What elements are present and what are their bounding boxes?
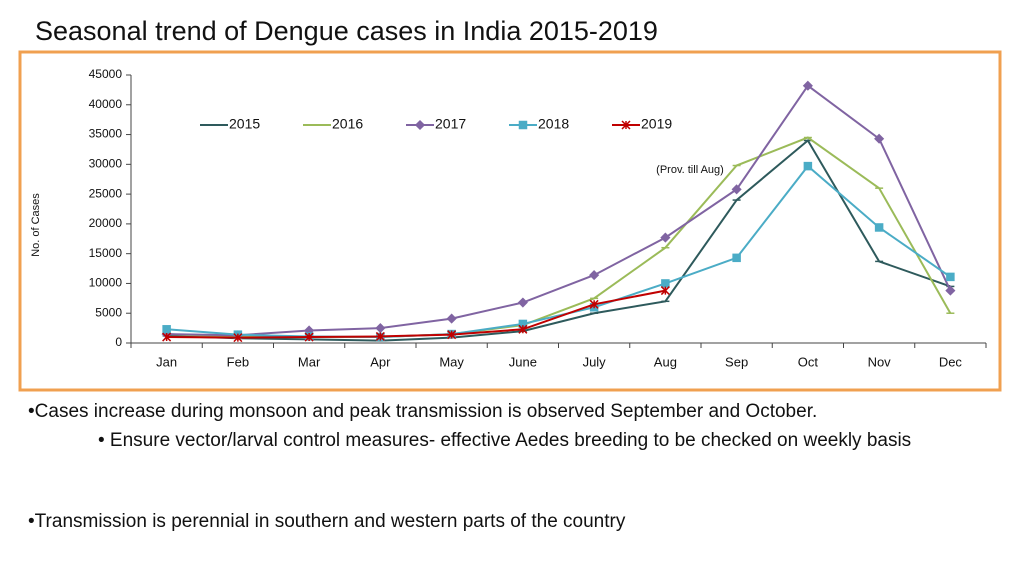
x-tick-label: Jan <box>156 354 177 369</box>
marker <box>874 133 885 144</box>
legend-label: 2019 <box>641 116 672 132</box>
marker <box>589 299 599 309</box>
y-tick-label: 5000 <box>95 305 122 319</box>
y-tick-label: 10000 <box>89 276 123 290</box>
y-tick-label: 20000 <box>89 216 123 230</box>
y-tick-label: 30000 <box>89 157 123 171</box>
x-tick-label: Mar <box>298 354 321 369</box>
y-tick-label: 40000 <box>89 97 123 111</box>
bullet: •Cases increase during monsoon and peak … <box>28 401 818 422</box>
x-tick-label: Apr <box>370 354 391 369</box>
marker <box>660 232 671 243</box>
marker <box>946 272 955 282</box>
x-tick-label: Dec <box>939 354 963 369</box>
marker <box>732 253 741 263</box>
x-tick-label: July <box>583 354 607 369</box>
marker <box>304 332 314 342</box>
y-tick-label: 15000 <box>89 246 123 260</box>
legend-label: 2015 <box>229 116 260 132</box>
x-tick-label: May <box>439 354 464 369</box>
x-tick-label: Nov <box>868 354 892 369</box>
chart: Seasonal trend of Dengue cases in India … <box>18 16 1002 392</box>
chart-title: Seasonal trend of Dengue cases in India … <box>35 16 658 46</box>
y-tick-label: 45000 <box>89 67 123 81</box>
marker <box>589 270 600 281</box>
marker <box>446 313 457 324</box>
y-tick-label: 0 <box>115 335 122 349</box>
x-tick-label: Sep <box>725 354 748 369</box>
marker <box>233 333 243 343</box>
marker <box>945 285 956 296</box>
marker <box>447 330 457 340</box>
legend-label: 2018 <box>538 116 569 132</box>
series-line <box>166 289 666 339</box>
marker <box>621 120 631 130</box>
series-line <box>166 136 952 339</box>
marker <box>661 279 670 288</box>
chart-frame <box>18 50 1002 392</box>
bullet: •Transmission is perennial in southern a… <box>28 511 626 532</box>
marker <box>375 323 386 334</box>
legend-label: 2016 <box>332 116 363 132</box>
legend-label: 2017 <box>435 116 466 132</box>
series-line <box>166 138 951 342</box>
marker <box>162 332 172 342</box>
marker <box>518 324 528 334</box>
bullet-text: • Ensure vector/larval control measures-… <box>98 430 912 451</box>
y-axis-label: No. of Cases <box>30 193 42 257</box>
marker <box>731 184 742 195</box>
marker <box>162 325 171 334</box>
annotation: (Prov. till Aug) <box>656 164 724 176</box>
marker <box>414 119 426 131</box>
marker <box>874 223 884 232</box>
y-tick-label: 35000 <box>89 127 123 141</box>
marker <box>802 80 813 91</box>
x-tick-label: Feb <box>227 354 249 369</box>
marker <box>660 286 670 296</box>
marker <box>517 297 528 308</box>
marker <box>803 161 813 171</box>
x-tick-label: Aug <box>654 354 677 369</box>
marker <box>375 331 385 341</box>
x-tick-label: Oct <box>798 354 819 369</box>
x-tick-label: June <box>509 354 537 369</box>
series-line <box>166 84 952 337</box>
y-tick-label: 25000 <box>89 186 123 200</box>
bullet: • Ensure vector/larval control measures-… <box>98 427 978 455</box>
marker <box>518 120 528 130</box>
